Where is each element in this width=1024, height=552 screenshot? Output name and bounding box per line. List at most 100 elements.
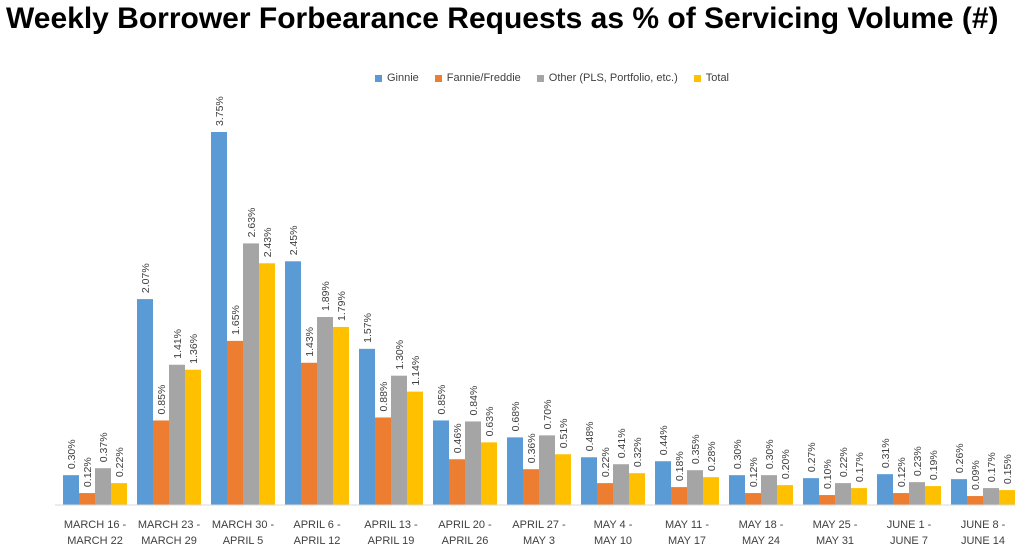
chart-title: Weekly Borrower Forbearance Requests as … (6, 2, 999, 35)
value-label-total-6: 0.51% (558, 418, 570, 448)
value-label-ginnie-12: 0.26% (954, 443, 966, 473)
x-tick-label-5-0: APRIL 20 - (438, 519, 492, 531)
value-label-total-12: 0.15% (1002, 454, 1014, 484)
bar-total-8 (703, 477, 719, 505)
x-tick-label-1-1: MARCH 29 (141, 535, 197, 547)
value-label-fannie-freddie-12: 0.09% (970, 460, 982, 490)
x-tick-label-9-0: MAY 18 - (739, 519, 784, 531)
x-tick-label-10-0: MAY 25 - (813, 519, 858, 531)
bar-fannie-freddie-2 (227, 340, 243, 505)
bar-fannie-freddie-11 (893, 493, 909, 505)
bar-total-1 (185, 369, 201, 505)
value-label-total-2: 2.43% (262, 228, 274, 258)
legend-swatch-total (693, 74, 701, 82)
value-label-ginnie-8: 0.44% (658, 425, 670, 455)
value-label-other-pls-portfolio-etc-6: 0.70% (542, 400, 554, 430)
bar-other-pls-portfolio-etc-7 (613, 464, 629, 505)
bar-ginnie-12 (951, 479, 967, 505)
bar-other-pls-portfolio-etc-9 (761, 475, 777, 505)
value-label-fannie-freddie-9: 0.12% (748, 457, 760, 487)
bar-total-6 (555, 454, 571, 505)
value-label-other-pls-portfolio-etc-7: 0.41% (616, 428, 628, 458)
bar-total-5 (481, 442, 497, 505)
legend-item-other: Other (PLS, Portfolio, etc.) (536, 72, 678, 84)
value-label-total-10: 0.17% (854, 452, 866, 482)
legend-swatch-ginnie (374, 74, 382, 82)
value-label-ginnie-11: 0.31% (880, 438, 892, 468)
x-tick-label-11-0: JUNE 1 - (887, 519, 932, 531)
x-axis-labels-group: MARCH 16 - MARCH 22 MARCH 23 - MARCH 29 MARC… (64, 519, 1006, 547)
value-label-other-pls-portfolio-etc-5: 0.84% (468, 386, 480, 416)
x-tick-label-2-1: APRIL 5 (223, 535, 264, 547)
bar-other-pls-portfolio-etc-12 (983, 488, 999, 505)
bar-ginnie-2 (211, 132, 227, 505)
value-label-total-0: 0.22% (114, 447, 126, 477)
value-label-total-4: 1.14% (410, 356, 422, 386)
bar-other-pls-portfolio-etc-0 (95, 468, 111, 505)
value-label-ginnie-5: 0.85% (436, 385, 448, 415)
bar-ginnie-6 (507, 437, 523, 505)
value-label-fannie-freddie-8: 0.18% (674, 451, 686, 481)
value-label-fannie-freddie-3: 1.43% (304, 327, 316, 357)
x-tick-label-9-1: MAY 24 (742, 535, 780, 547)
value-label-other-pls-portfolio-etc-9: 0.30% (764, 439, 776, 469)
value-label-fannie-freddie-2: 1.65% (230, 305, 242, 335)
bar-fannie-freddie-7 (597, 483, 613, 505)
x-tick-label-8-0: MAY 11 - (665, 519, 709, 531)
value-label-total-11: 0.19% (928, 450, 940, 480)
bar-fannie-freddie-8 (671, 487, 687, 505)
value-label-total-9: 0.20% (780, 449, 792, 479)
value-label-fannie-freddie-5: 0.46% (452, 423, 464, 453)
bar-fannie-freddie-3 (301, 362, 317, 505)
x-tick-label-1-0: MARCH 23 - (138, 519, 201, 531)
value-label-fannie-freddie-4: 0.88% (378, 382, 390, 412)
bar-ginnie-8 (655, 461, 671, 505)
bar-total-3 (333, 326, 349, 505)
value-label-other-pls-portfolio-etc-8: 0.35% (690, 434, 702, 464)
bar-total-4 (407, 391, 423, 505)
x-tick-label-12-1: JUNE 14 (961, 535, 1005, 547)
value-label-ginnie-7: 0.48% (584, 421, 596, 451)
bar-fannie-freddie-5 (449, 459, 465, 505)
x-tick-label-12-0: JUNE 8 - (961, 519, 1006, 531)
x-tick-label-7-0: MAY 4 - (594, 519, 633, 531)
x-tick-label-10-1: MAY 31 (816, 535, 854, 547)
x-tick-label-0-1: MARCH 22 (67, 535, 123, 547)
x-tick-label-7-1: MAY 10 (594, 535, 632, 547)
x-tick-label-2-0: MARCH 30 - (212, 519, 275, 531)
bar-other-pls-portfolio-etc-3 (317, 317, 333, 505)
legend-item-total: Total (693, 72, 730, 84)
bar-other-pls-portfolio-etc-4 (391, 375, 407, 505)
value-label-other-pls-portfolio-etc-2: 2.63% (246, 208, 258, 238)
value-label-fannie-freddie-10: 0.10% (822, 459, 834, 489)
chart-legend: Ginnie Fannie/Freddie Other (PLS, Portfo… (0, 72, 1024, 84)
value-label-other-pls-portfolio-etc-11: 0.23% (912, 446, 924, 476)
bar-total-12 (999, 490, 1015, 505)
bar-other-pls-portfolio-etc-10 (835, 483, 851, 505)
bar-other-pls-portfolio-etc-2 (243, 243, 259, 506)
x-tick-label-6-1: MAY 3 (523, 535, 555, 547)
value-labels-group: 0.30% 0.12% 0.37% 0.22% 2.07% 0.85% 1.41% 1.36%… (66, 96, 1014, 490)
value-label-ginnie-4: 1.57% (362, 313, 374, 343)
legend-label-ginnie: Ginnie (386, 72, 419, 84)
x-tick-label-6-0: APRIL 27 - (512, 519, 566, 531)
bar-ginnie-5 (433, 420, 449, 505)
legend-item-ginnie: Ginnie (374, 72, 419, 84)
bar-ginnie-0 (63, 475, 79, 505)
value-label-other-pls-portfolio-etc-4: 1.30% (394, 340, 406, 370)
bar-fannie-freddie-1 (153, 420, 169, 505)
value-label-other-pls-portfolio-etc-0: 0.37% (98, 432, 110, 462)
value-label-fannie-freddie-1: 0.85% (156, 385, 168, 415)
value-label-ginnie-1: 2.07% (140, 263, 152, 293)
x-tick-label-4-0: APRIL 13 - (364, 519, 418, 531)
x-tick-label-11-1: JUNE 7 (890, 535, 928, 547)
bar-ginnie-4 (359, 348, 375, 505)
x-tick-label-3-1: APRIL 12 (294, 535, 341, 547)
bar-total-0 (111, 483, 127, 505)
legend-label-total: Total (705, 72, 730, 84)
value-label-fannie-freddie-6: 0.36% (526, 433, 538, 463)
value-label-ginnie-0: 0.30% (66, 439, 78, 469)
legend-label-fannie-freddie: Fannie/Freddie (446, 72, 521, 84)
value-label-total-8: 0.28% (706, 441, 718, 471)
